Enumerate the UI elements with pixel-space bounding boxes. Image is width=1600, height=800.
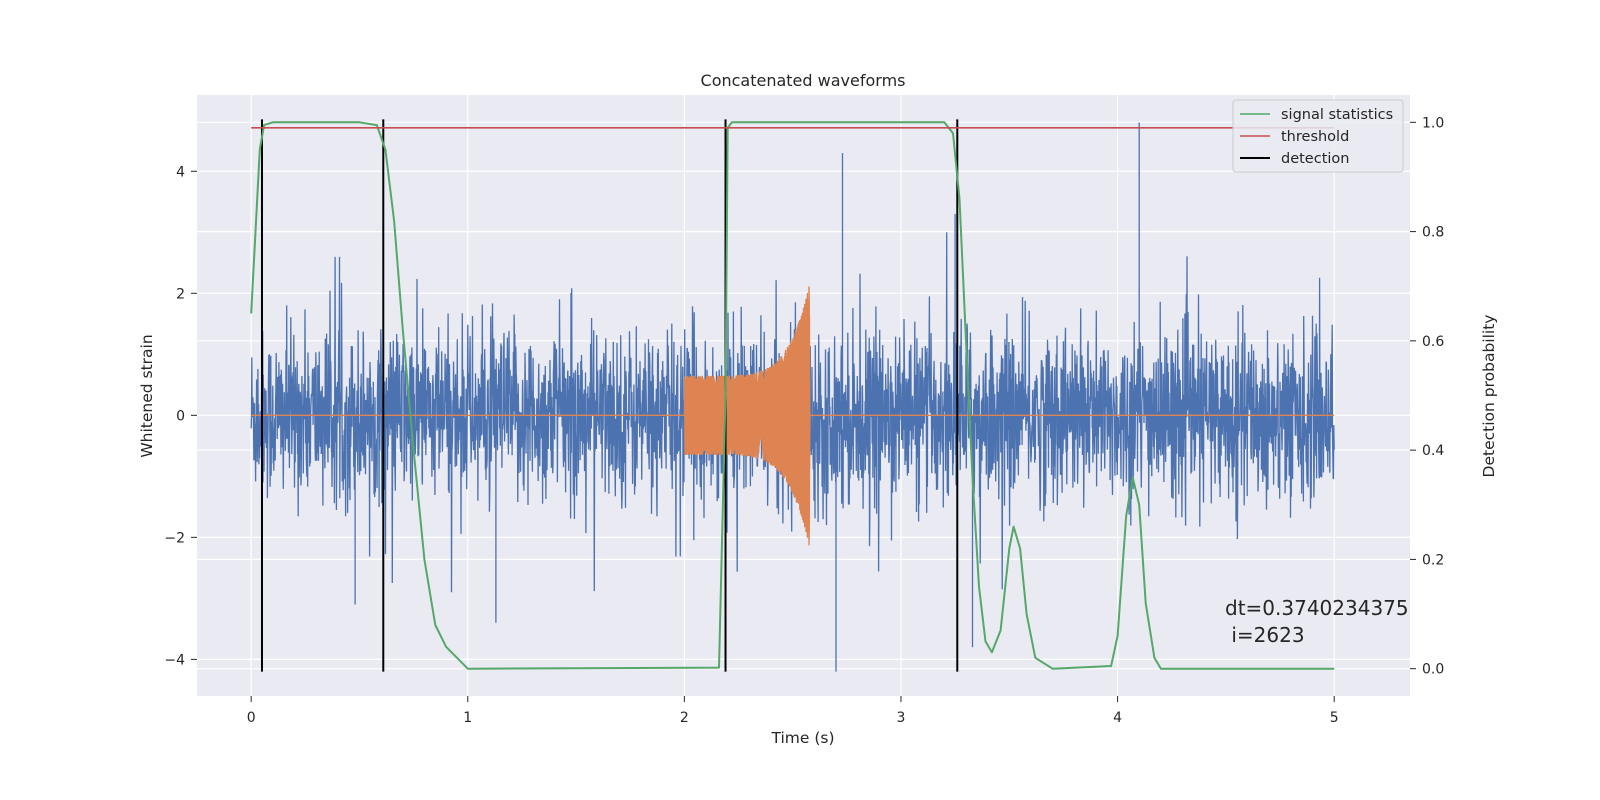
x-tick-label: 2 <box>680 710 689 726</box>
template-waveform-series <box>251 286 1335 546</box>
signal-statistics-series <box>250 121 1335 670</box>
y-left-tick-label: −2 <box>164 530 185 546</box>
x-axis-label: Time (s) <box>770 729 834 747</box>
y-right-axis-label: Detection probability <box>1480 315 1498 478</box>
annotation-index: i=2623 <box>1225 623 1305 647</box>
legend-label-signal-statistics: signal statistics <box>1281 107 1393 123</box>
legend: signal statistics threshold detection <box>1232 99 1404 173</box>
y-left-axis-ticks: −4 −2 0 2 4 <box>164 164 197 668</box>
x-tick-label: 1 <box>463 710 472 726</box>
x-tick-label: 0 <box>247 710 256 726</box>
y-left-axis-label: Whitened strain <box>138 334 156 457</box>
y-right-axis-ticks: 0.0 0.2 0.4 0.6 0.8 1.0 <box>1410 115 1444 678</box>
y-left-tick-label: 2 <box>176 286 185 302</box>
annotation-dt: dt=0.3740234375 <box>1225 596 1409 620</box>
y-right-tick-label: 0.2 <box>1422 552 1444 568</box>
x-tick-label: 3 <box>897 710 906 726</box>
y-right-tick-label: 0.4 <box>1422 443 1444 459</box>
y-left-tick-label: 0 <box>176 408 185 424</box>
y-left-tick-label: 4 <box>176 164 185 180</box>
chart-title: Concatenated waveforms <box>701 71 906 90</box>
x-tick-label: 5 <box>1330 710 1339 726</box>
template-line <box>251 286 1335 546</box>
y-left-tick-label: −4 <box>164 652 185 668</box>
y-right-tick-label: 0.0 <box>1422 662 1444 678</box>
x-axis-ticks: 0 1 2 3 4 5 <box>247 696 1339 726</box>
x-tick-label: 4 <box>1113 710 1122 726</box>
y-right-tick-label: 0.8 <box>1422 225 1444 241</box>
y-right-tick-label: 1.0 <box>1422 115 1444 131</box>
legend-label-detection: detection <box>1281 151 1349 167</box>
legend-label-threshold: threshold <box>1281 129 1349 145</box>
legend-box <box>1232 99 1404 173</box>
signal-statistics-line <box>250 121 1335 670</box>
y-right-tick-label: 0.6 <box>1422 334 1444 350</box>
